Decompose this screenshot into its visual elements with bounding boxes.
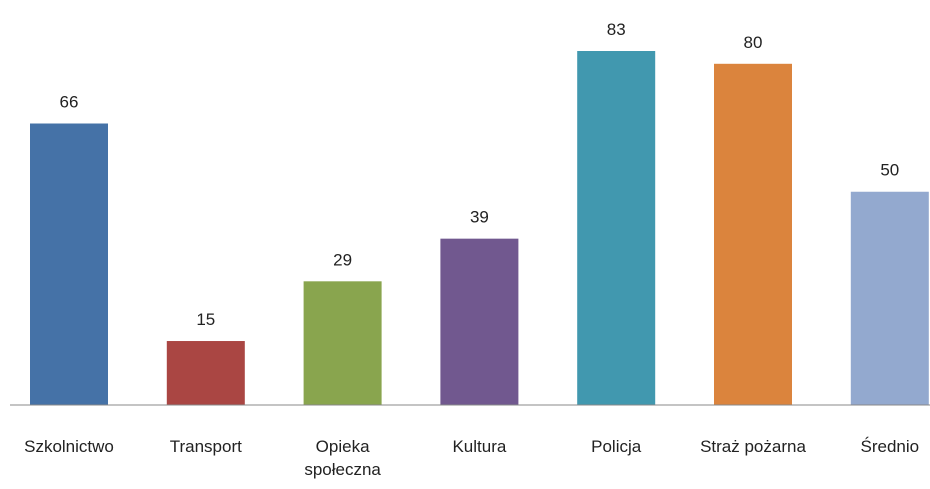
x-tick-label: Kultura [452,437,507,456]
bar [303,281,382,405]
bar [440,238,519,405]
bar [166,341,245,405]
bar [850,191,929,405]
x-tick-label: Opieka społeczna [304,437,381,479]
bar [714,63,792,406]
data-label: 29 [333,250,352,269]
bar [577,51,656,405]
data-label: 15 [196,310,215,329]
data-label: 39 [470,208,489,227]
data-label: 83 [607,20,626,39]
x-tick-label: Policja [591,437,642,456]
data-label: 80 [744,33,763,52]
x-tick-label: Straż pożarna [700,437,806,456]
data-label: 50 [880,161,899,180]
data-label: 66 [60,93,79,112]
x-tick-label: Szkolnictwo [24,437,114,456]
bar [30,123,108,405]
x-tick-label: Transport [169,437,242,456]
x-tick-label: Średnio [860,437,920,456]
